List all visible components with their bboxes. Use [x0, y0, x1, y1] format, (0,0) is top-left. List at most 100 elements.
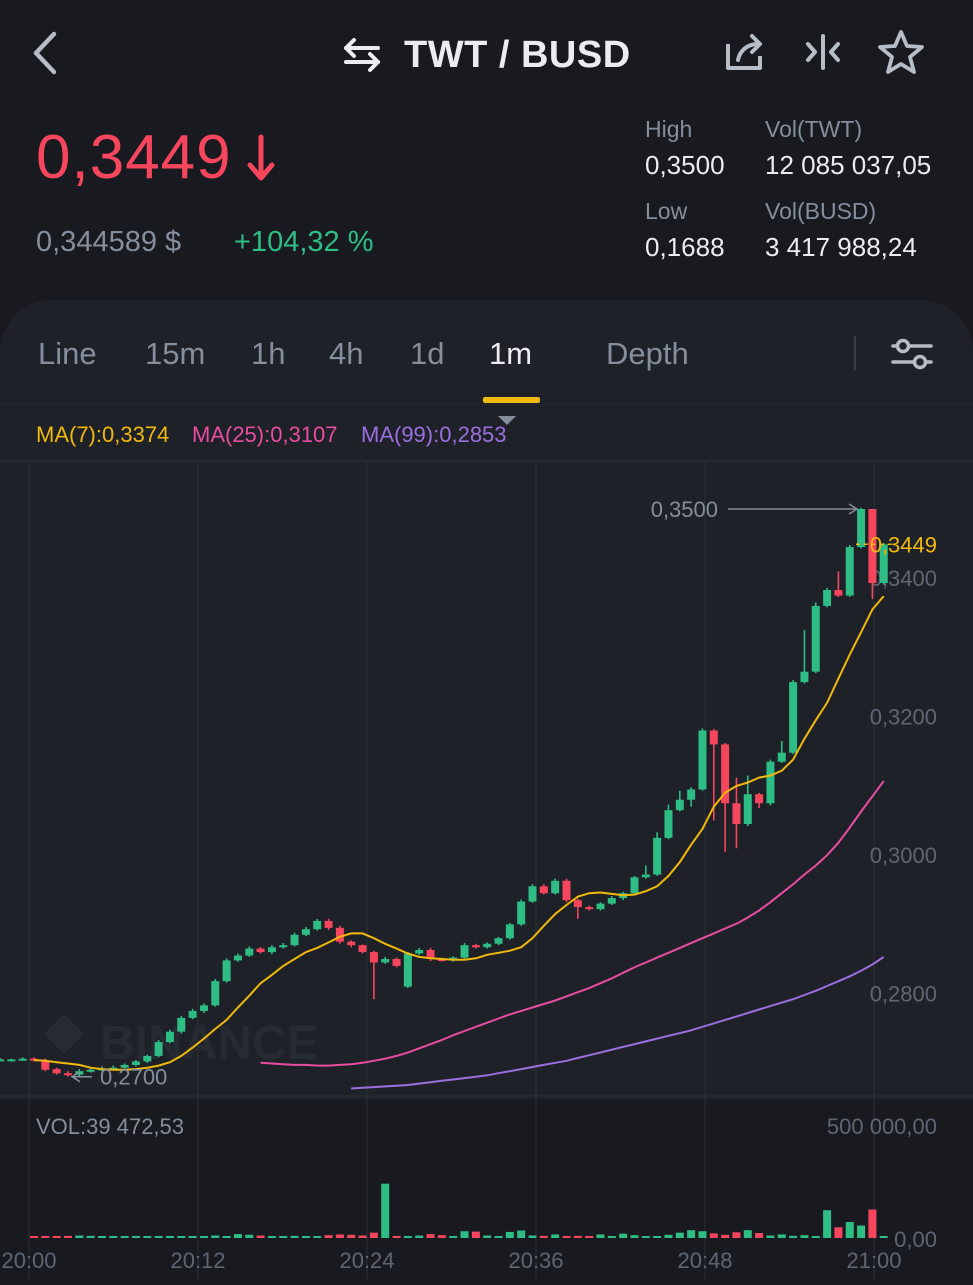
volume-bar: [732, 1232, 741, 1238]
candle: [199, 1005, 208, 1011]
volume-bar: [483, 1235, 492, 1238]
candle: [426, 950, 435, 959]
candle: [335, 927, 344, 942]
candle: [755, 794, 764, 804]
candle: [233, 955, 242, 961]
low-value: 0,1688: [645, 232, 725, 262]
ma25-line: [260, 780, 885, 1067]
candle: [358, 945, 367, 953]
volume-bar: [154, 1236, 163, 1238]
high-marker-arrowhead: [848, 503, 859, 515]
volume-bar: [653, 1236, 662, 1238]
volume-bar: [811, 1236, 820, 1238]
share-button[interactable]: [722, 28, 768, 76]
candle: [698, 730, 707, 790]
candle: [267, 947, 276, 953]
tab-depth[interactable]: Depth: [606, 336, 689, 371]
candle: [800, 671, 809, 683]
back-button[interactable]: [28, 28, 68, 78]
volume-bar: [789, 1235, 798, 1238]
volume-bar: [199, 1236, 208, 1238]
volume-bar: [131, 1236, 140, 1238]
volume-bar: [517, 1230, 526, 1238]
favorite-button[interactable]: [876, 28, 924, 76]
pair-title: TWT / BUSD: [404, 33, 631, 76]
volume-bar: [857, 1225, 866, 1238]
candle: [165, 1031, 174, 1043]
down-arrow-icon: [247, 134, 275, 180]
volume-bar: [868, 1209, 877, 1238]
x-tick-label: 20:36: [508, 1248, 563, 1273]
candle: [7, 1059, 16, 1062]
volume-bar: [347, 1234, 356, 1238]
candle: [823, 590, 832, 606]
volume-max-tick: 500 000,00: [827, 1114, 937, 1139]
x-tick-label: 20:12: [170, 1248, 225, 1273]
volume-bar: [324, 1235, 333, 1238]
volume-bar: [233, 1234, 242, 1238]
volume-bar: [29, 1236, 38, 1238]
tab-4h[interactable]: 4h: [329, 336, 364, 371]
volume-bar: [403, 1236, 412, 1238]
candle: [845, 547, 854, 596]
volume-bar: [109, 1236, 118, 1238]
volume-bar: [120, 1236, 129, 1238]
volume-bar: [585, 1236, 594, 1238]
chart-settings-button[interactable]: [890, 335, 934, 373]
volume-bar: [596, 1234, 605, 1238]
candle: [222, 960, 231, 982]
compare-button[interactable]: [800, 28, 846, 76]
volume-bar: [800, 1235, 809, 1238]
candle: [766, 761, 775, 804]
vol-base-label: Vol(TWT): [765, 116, 863, 142]
candle: [721, 744, 730, 804]
candle: [41, 1060, 50, 1070]
tab-line[interactable]: Line: [38, 336, 97, 371]
volume-bar: [211, 1235, 220, 1238]
candle: [403, 953, 412, 987]
ma99-line: [351, 956, 885, 1090]
tab-1h[interactable]: 1h: [251, 336, 286, 371]
ma7-label: MA(7):0,3374: [36, 422, 169, 447]
candle: [551, 880, 560, 894]
volume-bar: [52, 1236, 61, 1238]
volume-bar: [879, 1236, 888, 1238]
tab-1d[interactable]: 1d: [410, 336, 445, 371]
volume-bar: [755, 1233, 764, 1238]
back-icon: [33, 31, 57, 75]
volume-bar: [664, 1234, 673, 1238]
ma25-label: MA(25):0,3107: [192, 422, 338, 447]
tab-divider: [854, 336, 856, 370]
volume-bar: [63, 1235, 72, 1238]
swap-icon[interactable]: [340, 35, 384, 75]
volume-bar: [471, 1231, 480, 1238]
low-label: Low: [645, 198, 688, 224]
volume-bar: [267, 1236, 276, 1238]
candlestick-chart[interactable]: BINANCE MA(7):0,3374 MA(25):0,3107 MA(99…: [0, 403, 973, 1280]
volume-bar: [426, 1234, 435, 1238]
tab-15m[interactable]: 15m: [145, 336, 206, 371]
candle: [607, 898, 616, 904]
volume-bar: [279, 1236, 288, 1238]
x-tick-label: 20:48: [677, 1248, 732, 1273]
candle: [483, 943, 492, 948]
y-tick-label: 0,3200: [870, 705, 937, 730]
candle: [211, 981, 220, 1006]
volume-bar: [834, 1227, 843, 1238]
tab-1m[interactable]: 1m: [489, 322, 532, 450]
candle: [18, 1058, 27, 1061]
volume-bar: [222, 1236, 231, 1238]
candle: [573, 900, 582, 908]
candle: [415, 950, 424, 954]
pair-header[interactable]: TWT / BUSD: [340, 30, 631, 80]
volume-bar: [256, 1235, 265, 1238]
candle: [539, 886, 548, 894]
usd-price: 0,344589 $: [36, 226, 182, 258]
volume-bar: [528, 1235, 537, 1238]
volume-bar: [358, 1235, 367, 1238]
volume-bar: [743, 1230, 752, 1238]
volume-bar: [562, 1236, 571, 1238]
volume-bar: [177, 1236, 186, 1238]
volume-bar: [335, 1234, 344, 1238]
volume-bar: [86, 1235, 95, 1238]
